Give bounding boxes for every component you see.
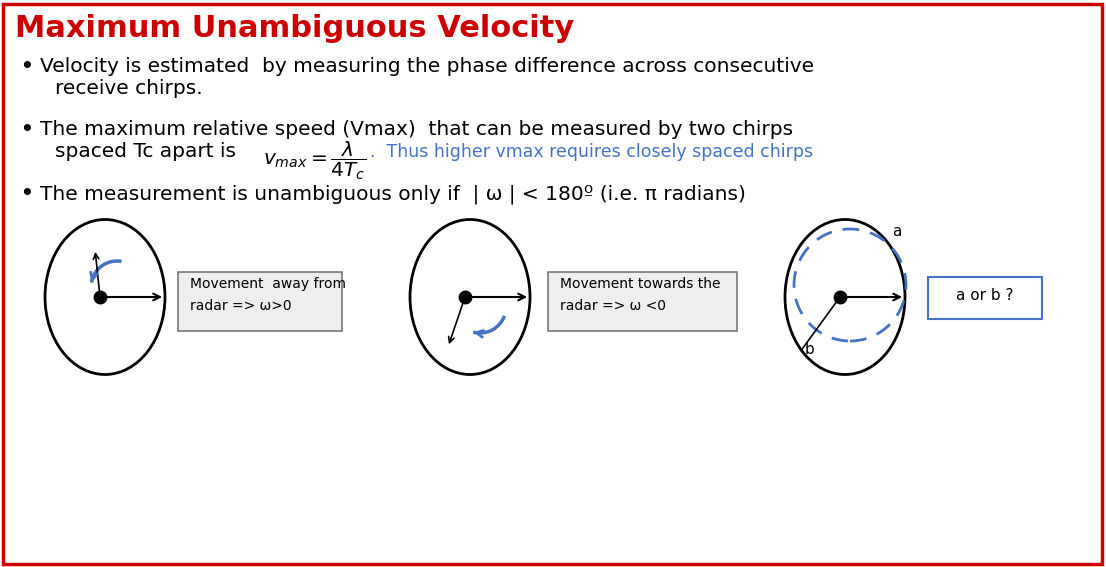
Text: Maximum Unambiguous Velocity: Maximum Unambiguous Velocity bbox=[15, 14, 574, 43]
Text: The measurement is unambiguous only if  | ω | < 180º (i.e. π radians): The measurement is unambiguous only if |… bbox=[40, 184, 745, 204]
Text: Movement towards the
radar => ω <0: Movement towards the radar => ω <0 bbox=[560, 277, 720, 312]
Text: Movement  away from
radar => ω>0: Movement away from radar => ω>0 bbox=[190, 277, 346, 312]
Text: spaced Tc apart is: spaced Tc apart is bbox=[55, 142, 255, 161]
Text: b: b bbox=[805, 341, 815, 357]
Text: a: a bbox=[893, 225, 901, 239]
Text: Velocity is estimated  by measuring the phase difference across consecutive: Velocity is estimated by measuring the p… bbox=[40, 57, 814, 76]
Text: $v_{max} = \dfrac{\lambda}{4T_c}$: $v_{max} = \dfrac{\lambda}{4T_c}$ bbox=[263, 139, 366, 181]
Text: •: • bbox=[20, 57, 33, 76]
Text: receive chirps.: receive chirps. bbox=[55, 79, 202, 98]
FancyBboxPatch shape bbox=[178, 272, 342, 331]
Text: •: • bbox=[20, 120, 33, 139]
FancyBboxPatch shape bbox=[547, 272, 737, 331]
Text: The maximum relative speed (Vmax)  that can be measured by two chirps: The maximum relative speed (Vmax) that c… bbox=[40, 120, 793, 139]
Text: a or b ?: a or b ? bbox=[957, 289, 1014, 303]
Text: .  Thus higher vmax requires closely spaced chirps: . Thus higher vmax requires closely spac… bbox=[371, 143, 813, 161]
FancyBboxPatch shape bbox=[928, 277, 1042, 319]
Text: •: • bbox=[20, 184, 33, 203]
